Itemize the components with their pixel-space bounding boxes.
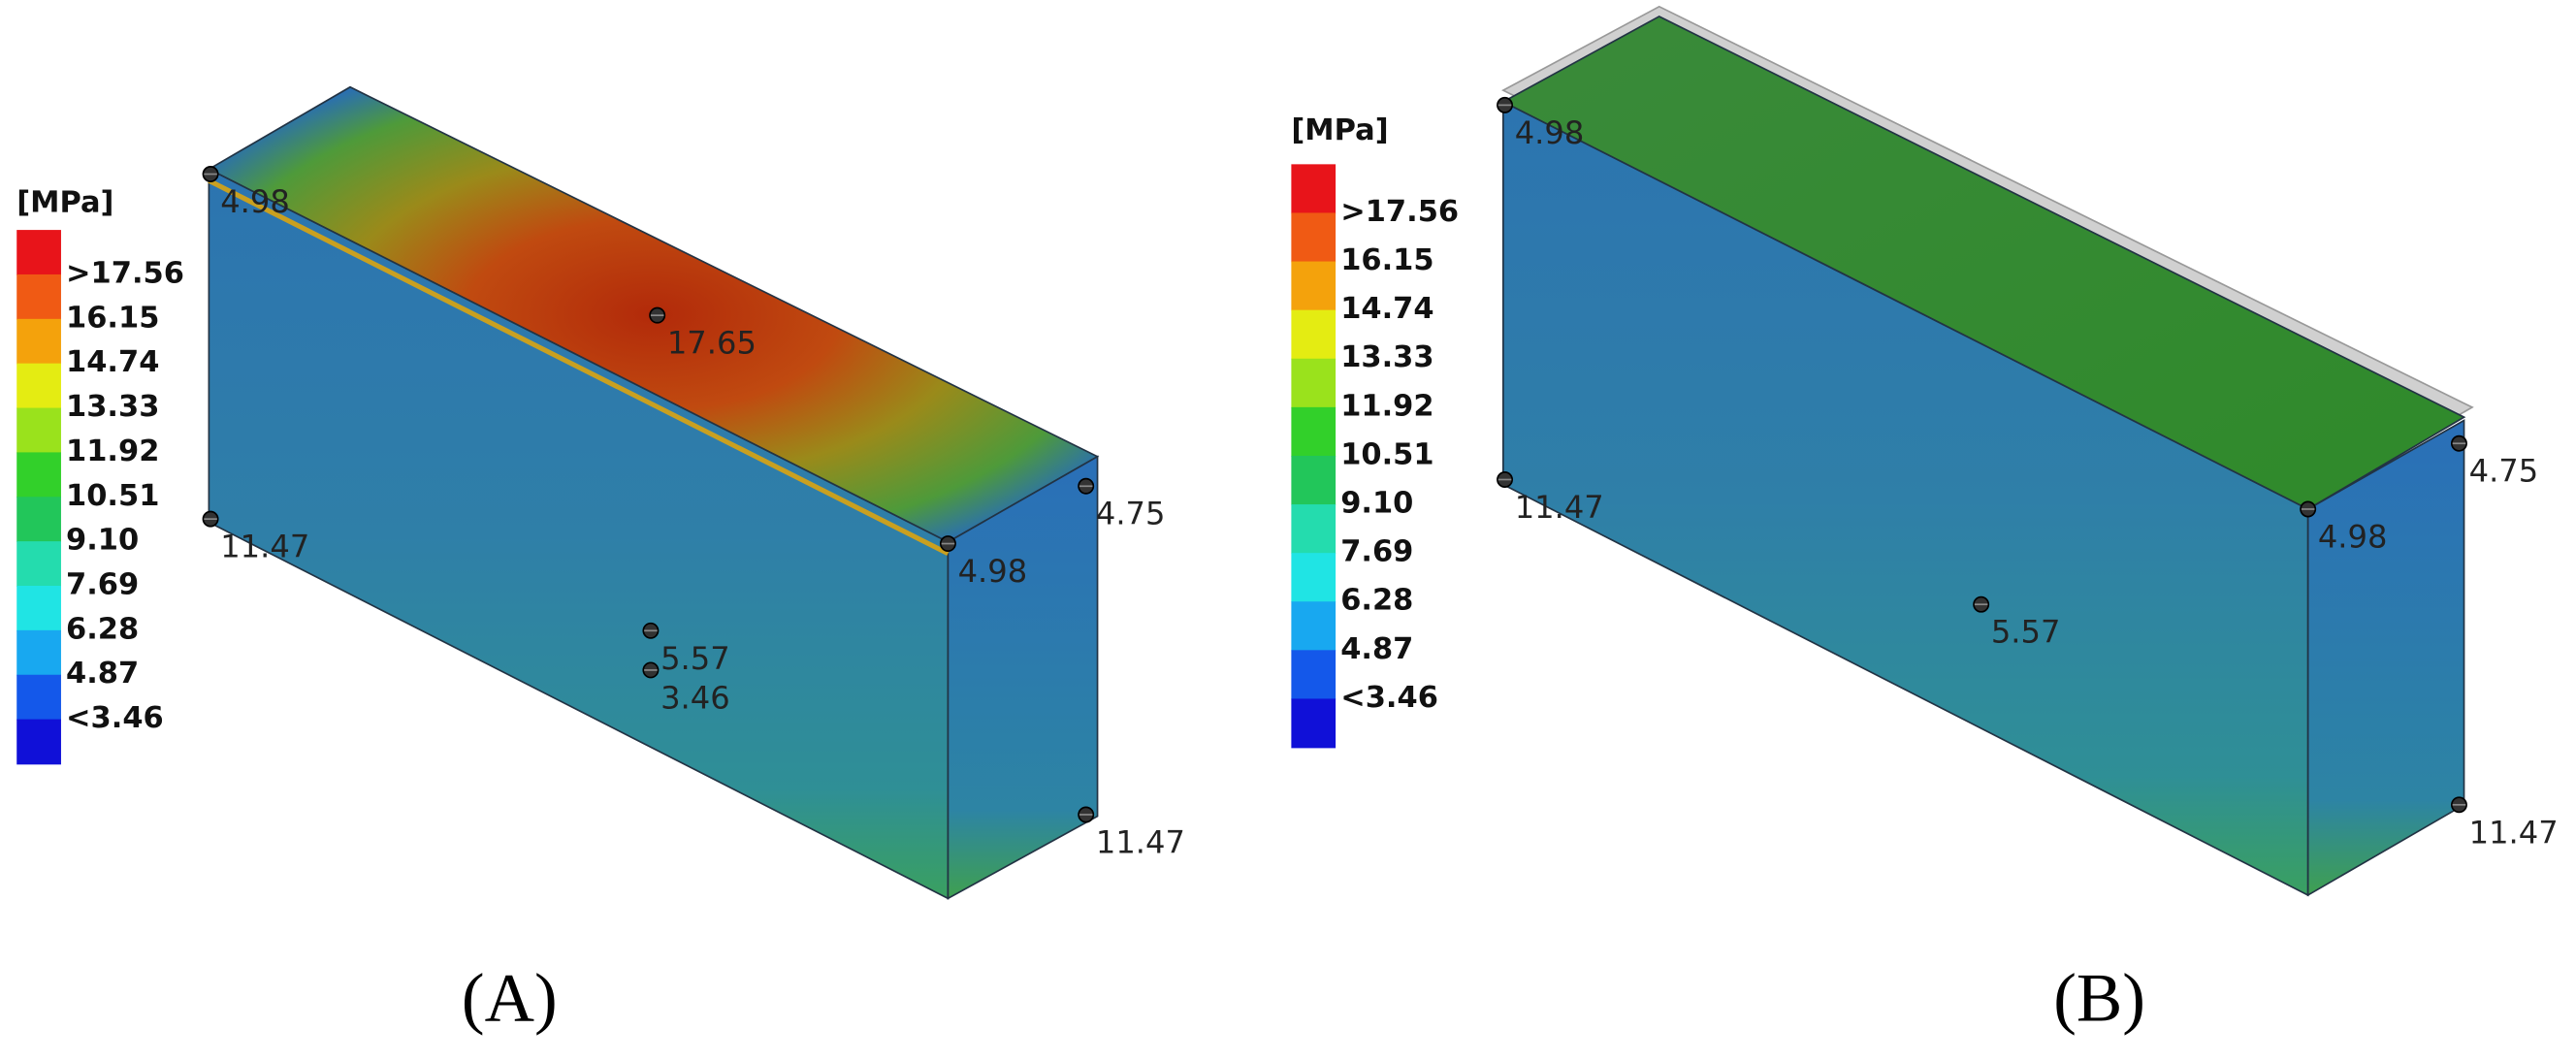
legend-swatch <box>16 541 61 587</box>
legend-swatch <box>16 230 61 275</box>
legend-label: 13.33 <box>66 390 159 424</box>
legend-label: <3.46 <box>66 701 164 735</box>
legend-label: 6.28 <box>1340 584 1413 618</box>
legend-swatch <box>16 497 61 542</box>
legend-swatch <box>16 407 61 454</box>
probe-label: 4.98 <box>958 553 1028 590</box>
edge <box>208 178 950 556</box>
legend-swatch <box>1291 455 1336 505</box>
panel-caption: (B) <box>2053 961 2145 1037</box>
legend-label: >17.56 <box>1340 195 1459 229</box>
legend-swatch <box>16 452 61 498</box>
legend-swatch <box>1291 553 1336 603</box>
legend-swatch <box>16 719 61 765</box>
probe-label: 11.47 <box>220 529 309 565</box>
legend-swatch <box>1291 261 1336 311</box>
probe-label: 5.57 <box>660 640 730 677</box>
legend-label: 14.74 <box>1340 292 1433 326</box>
legend-swatch <box>16 318 61 365</box>
legend-label: 16.15 <box>1340 243 1433 277</box>
legend-label: 9.10 <box>66 524 139 558</box>
probe-label: 4.98 <box>1515 114 1585 151</box>
legend-label: 10.51 <box>1340 437 1433 471</box>
legend-label: 7.69 <box>1340 535 1413 569</box>
legend-swatch <box>1291 309 1336 360</box>
legend-label: 13.33 <box>1340 340 1433 374</box>
legend-swatch <box>16 586 61 631</box>
side-face <box>947 455 1099 900</box>
legend-swatch <box>16 363 61 409</box>
legend-label: 6.28 <box>66 612 139 646</box>
probe-label: 3.46 <box>660 679 730 716</box>
panel-caption: (A) <box>462 961 558 1037</box>
legend-swatch <box>1291 406 1336 457</box>
probe-label: 4.75 <box>1096 496 1166 532</box>
legend-label: 11.92 <box>1340 389 1433 423</box>
probe-label: 11.47 <box>2469 814 2559 851</box>
unit-label: [MPa] <box>1291 113 1388 147</box>
legend-label: <3.46 <box>1340 681 1438 715</box>
unit-label: [MPa] <box>16 185 113 219</box>
legend-swatch <box>16 674 61 721</box>
probe-label: 4.75 <box>2469 453 2539 490</box>
legend-swatch <box>1291 212 1336 263</box>
legend-swatch <box>1291 164 1336 214</box>
legend-label: 16.15 <box>66 301 159 335</box>
legend-label: 4.87 <box>66 657 139 691</box>
probe-label: 17.65 <box>667 325 757 362</box>
legend-swatch <box>1291 358 1336 408</box>
legend-swatch <box>1291 504 1336 554</box>
legend-swatch <box>1291 650 1336 700</box>
probe-label: 11.47 <box>1515 489 1604 526</box>
legend-swatch <box>16 273 61 320</box>
legend-label: >17.56 <box>66 256 184 290</box>
probe-label: 11.47 <box>1096 823 1185 860</box>
legend-swatch <box>1291 601 1336 652</box>
legend-label: 7.69 <box>66 568 139 602</box>
legend-label: 11.92 <box>66 434 159 468</box>
probe-label: 4.98 <box>220 183 290 220</box>
legend-label: 14.74 <box>66 345 159 379</box>
probe-label: 4.98 <box>2318 518 2388 555</box>
legend-label: 4.87 <box>1340 632 1413 666</box>
legend-label: 10.51 <box>66 479 159 513</box>
legend-swatch <box>1291 698 1336 749</box>
legend-label: 9.10 <box>1340 487 1413 521</box>
probe-label: 5.57 <box>1991 614 2061 651</box>
legend-swatch <box>16 629 61 676</box>
